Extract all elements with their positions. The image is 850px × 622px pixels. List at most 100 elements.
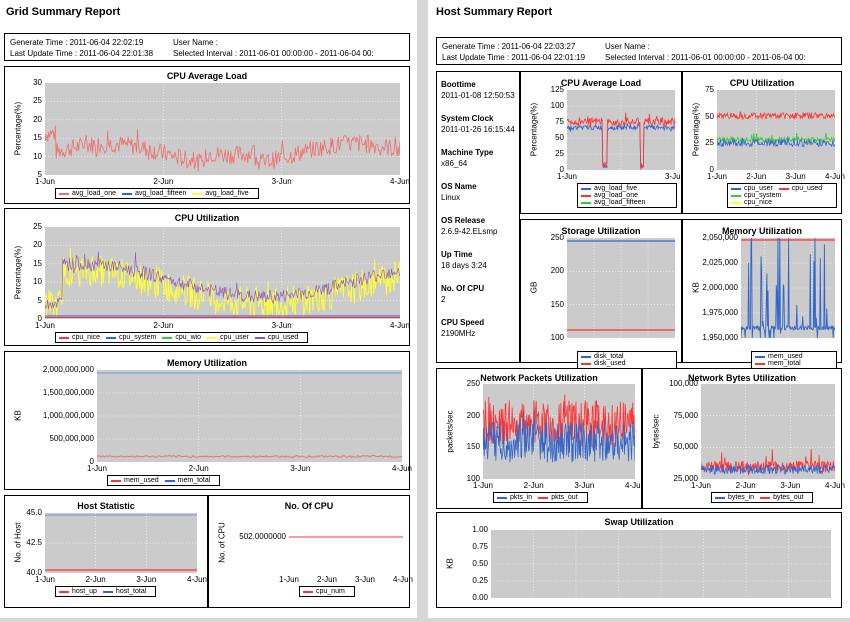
legend-label: mem_total <box>768 360 801 367</box>
legend-label: cpu_nice <box>72 334 101 341</box>
legend-swatch <box>581 187 591 190</box>
y-tick-label: 250 <box>550 233 564 242</box>
y-tick-label: 2,050,000 <box>702 233 738 242</box>
chart-host-bytes: Network Bytes Utilization 100,000 75,000 5… <box>642 368 846 509</box>
legend-swatch <box>192 192 203 195</box>
x-tick-label: 1-Jun <box>690 481 712 490</box>
y-tick-label: 40.0 <box>26 568 42 577</box>
chart-legend: bytes_in bytes_out <box>711 492 814 503</box>
chart-legend: avg_load_one avg_load_fifteen avg_load_fiv… <box>55 188 259 199</box>
legend-label: mem_used <box>124 477 159 484</box>
x-tick-label: 2-Jun <box>523 481 544 490</box>
legend-swatch <box>207 336 218 339</box>
legend-swatch <box>715 496 725 499</box>
x-tick-label: 4-Jun <box>824 481 846 490</box>
y-axis-label: No. of CPU <box>217 522 227 563</box>
host-report-title: Host Summary Report <box>436 6 553 18</box>
host-property: System Clock 2011-01-26 16:15:44 <box>441 113 515 135</box>
y-tick-label: 2,000,000,000 <box>42 365 94 374</box>
host-property: OS Name Linux <box>441 181 477 203</box>
legend-item: avg_load_fifteen <box>581 199 645 206</box>
y-tick-label: 75,000 <box>673 410 698 420</box>
legend-label: pkts_out <box>551 494 578 501</box>
legend-label: host_up <box>72 588 97 595</box>
plot-area <box>567 238 675 338</box>
legend-label: disk_used <box>594 360 626 367</box>
y-tick-label: 125 <box>550 85 564 94</box>
x-tick-label: 4-Jun <box>389 321 411 330</box>
host-property-label: CPU Speed <box>441 318 485 327</box>
y-tick-label: 1,975,000 <box>702 308 738 317</box>
legend-label: avg_load_one <box>72 190 116 197</box>
legend-swatch <box>106 336 117 339</box>
x-tick-label: 3-Jun <box>780 481 801 490</box>
y-axis-label: Percentage(%) <box>691 102 701 157</box>
chart-title: Swap Utilization <box>604 517 674 527</box>
legend-swatch <box>59 590 69 593</box>
chart-title: CPU Utilization <box>729 78 795 88</box>
legend-label: avg_load_fifteen <box>135 190 187 197</box>
chart-title: Memory Utilization <box>721 226 802 236</box>
y-tick-label: 2,025,000 <box>702 258 738 267</box>
y-tick-label: 20 <box>33 114 42 124</box>
legend-item: cpu_used <box>254 334 298 341</box>
y-axis-label: Percentage(%) <box>529 102 539 157</box>
plot-area <box>289 513 403 573</box>
legend-item: pkts_out <box>538 494 578 501</box>
x-tick-label: 3-Jun <box>136 575 157 584</box>
chart-grid-host-statistic: Host Statistic 45.0 42.5 40.0 1-Jun 2-Jun 3-J… <box>4 495 208 608</box>
y-tick-label: 50,000 <box>673 442 698 452</box>
y-axis-label: KB <box>691 282 701 293</box>
plot-area <box>483 384 635 479</box>
chart-title: No. Of CPU <box>284 501 334 511</box>
y-tick-label: 100 <box>466 474 480 483</box>
host-property-value: 18 days 3:24 <box>441 261 487 270</box>
host-property-label: OS Name <box>441 182 477 191</box>
legend-swatch <box>59 192 69 195</box>
grid-info-box: Generate Time : 2011-06-04 22:02:19 Last… <box>4 33 410 61</box>
y-tick-label: 1,500,000,000 <box>42 388 94 397</box>
legend-label: host_total <box>115 588 147 595</box>
grid-last-update: Last Update Time : 2011-06-04 22:01:38 <box>10 49 154 58</box>
chart-legend: disk_total disk_used <box>577 351 677 369</box>
host-property: Boottime 2011-01-08 12:50:53 <box>441 79 515 101</box>
chart-legend: mem_used mem_total <box>751 351 837 369</box>
series-line <box>717 132 835 144</box>
plot-area <box>741 238 835 338</box>
legend-swatch <box>581 362 591 365</box>
legend-swatch <box>760 496 771 499</box>
series-line <box>97 454 402 459</box>
legend-item: pkts_in <box>497 494 532 501</box>
legend-label: cpu_used <box>791 185 823 192</box>
chart-title: Host Statistic <box>77 501 135 511</box>
chart-title: Storage Utilization <box>561 226 641 236</box>
plot-area <box>491 530 831 598</box>
x-tick-label: 4-Jun <box>391 464 413 473</box>
legend-swatch <box>162 336 173 339</box>
chart-legend: avg_load_five avg_load_one avg_load_fiftee… <box>577 183 677 208</box>
host-property: Up Time 18 days 3:24 <box>441 249 487 271</box>
x-tick-label: 2-Jun <box>735 481 756 490</box>
legend-label: cpu_system <box>744 192 782 199</box>
y-axis-label: KB <box>13 410 23 421</box>
legend-label: cpu_system <box>119 334 157 341</box>
y-tick-label: 502.0000000 <box>239 532 286 541</box>
y-tick-label: 75 <box>555 117 564 126</box>
x-tick-label: 1-Jun <box>472 481 494 490</box>
x-tick-label: 3-Jun <box>785 172 806 181</box>
y-tick-label: 42.5 <box>26 538 42 547</box>
y-tick-label: 1,000,000,000 <box>42 411 94 420</box>
y-tick-label: 500,000,000 <box>49 434 95 443</box>
y-tick-label: 25 <box>555 149 564 158</box>
legend-item: mem_total <box>164 477 210 484</box>
plot-area <box>701 384 835 479</box>
legend-item: avg_load_one <box>59 190 116 197</box>
x-tick-label: 1-Jun <box>556 172 578 181</box>
chart-grid-memory: Memory Utilization 2,000,000,000 1,500,00… <box>4 351 413 490</box>
legend-item: cpu_nice <box>731 199 772 206</box>
legend-item: host_total <box>102 588 147 595</box>
host-property-label: Up Time <box>441 250 473 259</box>
legend-label: bytes_out <box>773 494 804 501</box>
host-interval: Selected Interval : 2011-06-01 00:00:00 … <box>605 53 806 62</box>
legend-label: cpu_wio <box>175 334 202 341</box>
